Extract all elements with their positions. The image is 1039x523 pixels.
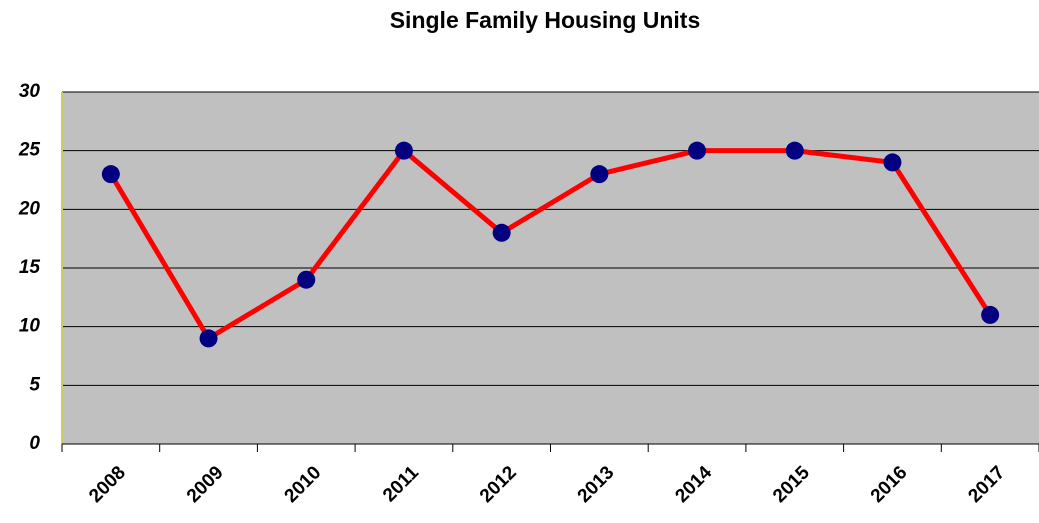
marker — [199, 329, 218, 348]
marker — [297, 270, 316, 289]
x-tick-label: 2009 — [183, 462, 228, 507]
marker — [101, 165, 120, 184]
x-tick-label: 2012 — [476, 462, 521, 507]
x-tick-label: 2011 — [379, 462, 423, 506]
x-tick-label: 2013 — [574, 462, 619, 507]
y-tick-label: 25 — [18, 140, 41, 161]
x-tick-label: 2010 — [281, 462, 326, 507]
marker — [981, 305, 1000, 324]
y-tick-label: 5 — [29, 374, 40, 395]
marker — [883, 153, 902, 172]
y-tick-label: 15 — [19, 257, 41, 278]
y-tick-label: 30 — [19, 81, 41, 102]
chart-title: Single Family Housing Units — [390, 7, 701, 33]
x-tick-label: 2008 — [85, 462, 130, 507]
marker — [394, 141, 413, 160]
x-tick-label: 2016 — [867, 462, 912, 507]
marker — [590, 165, 609, 184]
y-tick-label: 0 — [29, 433, 40, 454]
y-tick-label: 20 — [18, 198, 41, 219]
x-tick-label: 2017 — [964, 462, 1009, 507]
marker — [492, 223, 511, 242]
y-tick-label: 10 — [19, 316, 41, 337]
line — [108, 148, 993, 341]
x-tick-label: 2014 — [671, 462, 716, 507]
marker — [688, 141, 707, 160]
x-tick-label: 2015 — [769, 462, 814, 507]
marker — [785, 141, 804, 160]
